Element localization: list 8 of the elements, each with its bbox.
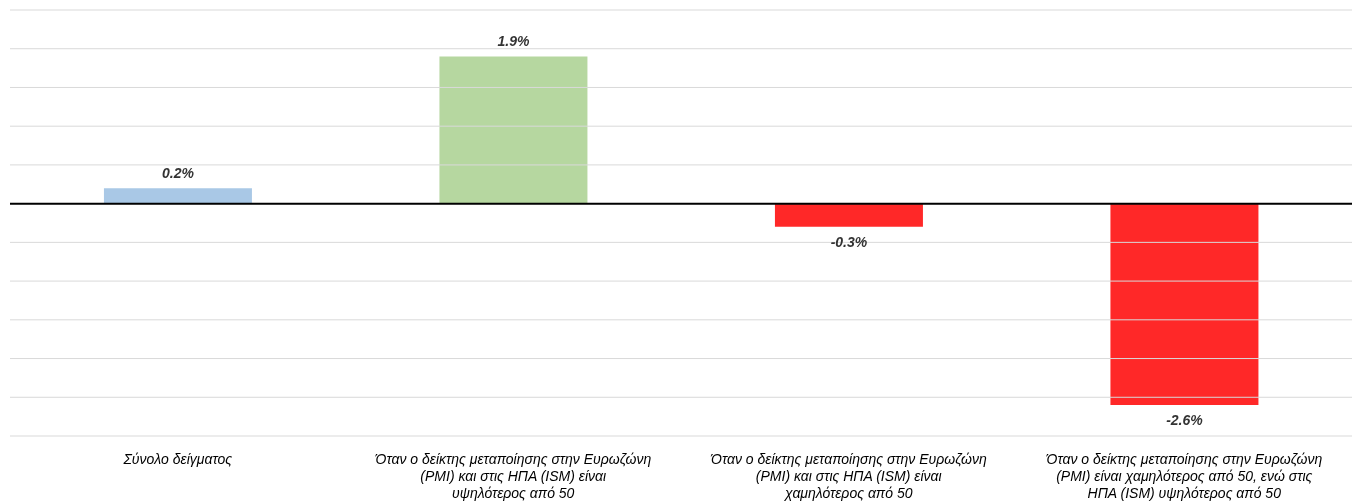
x-tick-label: Σύνολο δείγματος — [122, 451, 233, 467]
data-label: 1.9% — [497, 33, 530, 50]
data-label: -2.6% — [1166, 412, 1204, 429]
x-tick-label: Όταν ο δείκτης μεταποίησης στην Ευρωζώνη (PMI) και στις ΗΠΑ (ISM) είναι χαμηλότερος από 50 — [709, 451, 987, 501]
x-tick-label: Όταν ο δείκτης μεταποίησης στην Ευρωζώνη (PMI) είναι χαμηλότερος από 50, ενώ στις ΗΠΑ (ISM) υψηλότερος από 50 — [1045, 451, 1323, 501]
data-label: 0.2% — [161, 165, 195, 182]
x-tick-label: Όταν ο δείκτης μεταποίησης στην Ευρωζώνη (PMI) και στις ΗΠΑ (ISM) είναι υψηλότερος από 50 — [374, 451, 652, 501]
data-label: -0.3% — [830, 233, 868, 250]
